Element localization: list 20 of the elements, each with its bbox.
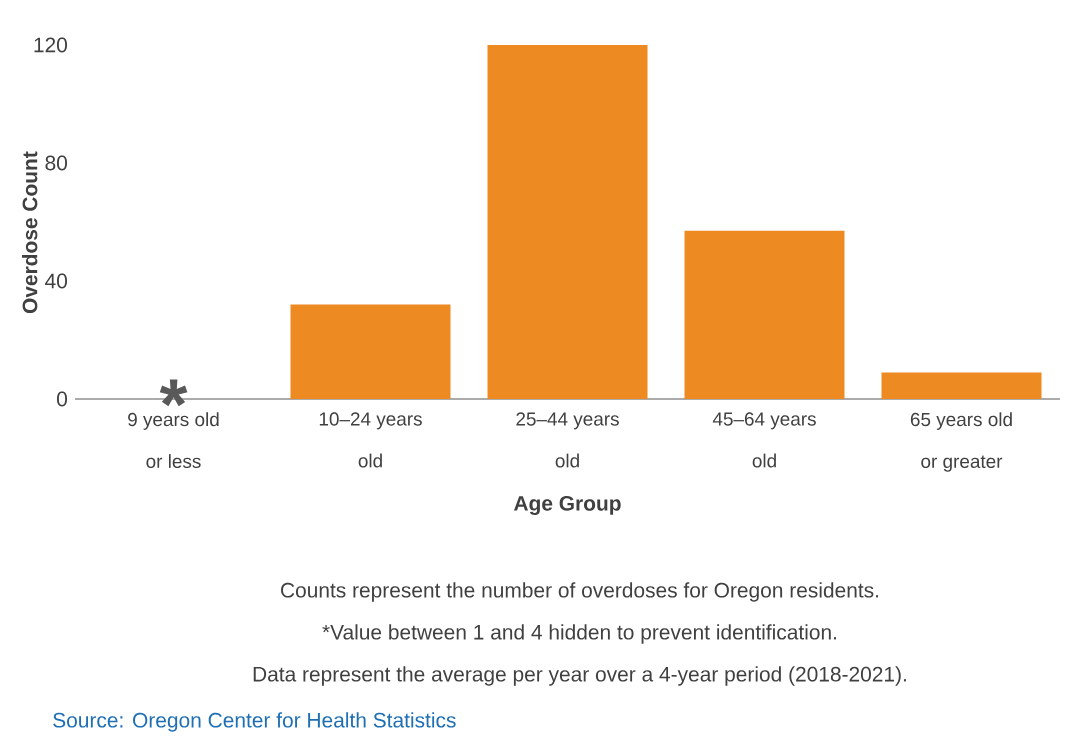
category-label: 9 years old or less: [128, 412, 219, 469]
y-tick-label: 120: [34, 37, 68, 53]
bar: [684, 230, 845, 399]
bar: [881, 372, 1042, 399]
category-label: 10–24 years old: [319, 412, 422, 468]
text: *Value between 1 and 4 hidden to prevent identification.: [322, 624, 837, 644]
category-label: 65 years old or greater: [910, 412, 1012, 472]
x-axis-title: Age Group: [513, 495, 621, 515]
category-label: 45–64 years old: [712, 412, 816, 468]
y-tick-label: 80: [45, 155, 68, 171]
bar: [290, 304, 451, 399]
y-tick-label: 40: [45, 273, 68, 289]
category-label: 25–44 years old: [516, 412, 619, 468]
bar: [487, 44, 648, 399]
y-axis-title: Overdose Count: [22, 151, 38, 314]
source-note: Source: Oregon Center for Health Statistics: [53, 712, 456, 732]
text: Data represent the average per year over a 4-year period (2018-2021).: [253, 666, 906, 686]
y-tick-label: 0: [57, 391, 68, 407]
text: Counts represent the number of overdoses for Oregon residents.: [281, 582, 879, 602]
annotation: *: [159, 379, 188, 407]
